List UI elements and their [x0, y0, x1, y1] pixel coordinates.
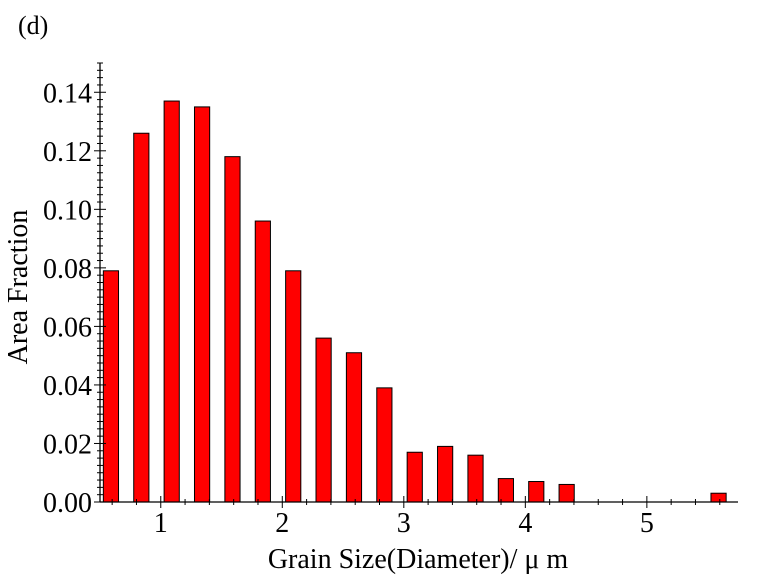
panel-label: (d): [18, 11, 48, 40]
y-tick-label: 0.08: [43, 254, 92, 285]
bar: [376, 387, 393, 503]
y-tick-label: 0.14: [43, 78, 92, 109]
y-tick-label: 0.04: [43, 371, 92, 402]
x-ticks-group: 1 2 3 4 5: [111, 496, 721, 539]
bar: [133, 132, 150, 503]
x-tick-label: 1: [154, 508, 168, 539]
bar: [224, 156, 241, 503]
bar: [193, 106, 211, 503]
bar: [102, 270, 120, 503]
x-axis-label: Grain Size(Diameter)/ μ m: [268, 544, 569, 575]
x-tick-label: 4: [518, 508, 532, 539]
y-tick-label: 0.12: [43, 137, 92, 168]
bar: [528, 481, 545, 503]
y-tick-label: 0.06: [43, 312, 92, 343]
bar: [315, 337, 332, 503]
bar: [285, 270, 302, 503]
bar: [467, 454, 484, 503]
bar: [163, 100, 180, 503]
bar: [345, 352, 363, 503]
y-ticks-group: 0.00 0.02 0.04 0.06 0.08 0.10 0.12 0.14: [43, 62, 106, 519]
y-axis-label: Area Fraction: [3, 210, 34, 365]
bar: [558, 483, 575, 503]
bars-group: [102, 100, 727, 503]
x-tick-label: 5: [640, 508, 654, 539]
bar: [254, 220, 271, 503]
bar: [710, 492, 727, 503]
x-tick-label: 3: [397, 508, 411, 539]
x-tick-label: 2: [275, 508, 289, 539]
y-tick-label: 0.02: [43, 429, 92, 460]
bar: [437, 445, 454, 503]
y-tick-label: 0.00: [43, 488, 92, 519]
bar: [406, 451, 423, 503]
bar: [497, 478, 514, 503]
y-tick-label: 0.10: [43, 195, 92, 226]
